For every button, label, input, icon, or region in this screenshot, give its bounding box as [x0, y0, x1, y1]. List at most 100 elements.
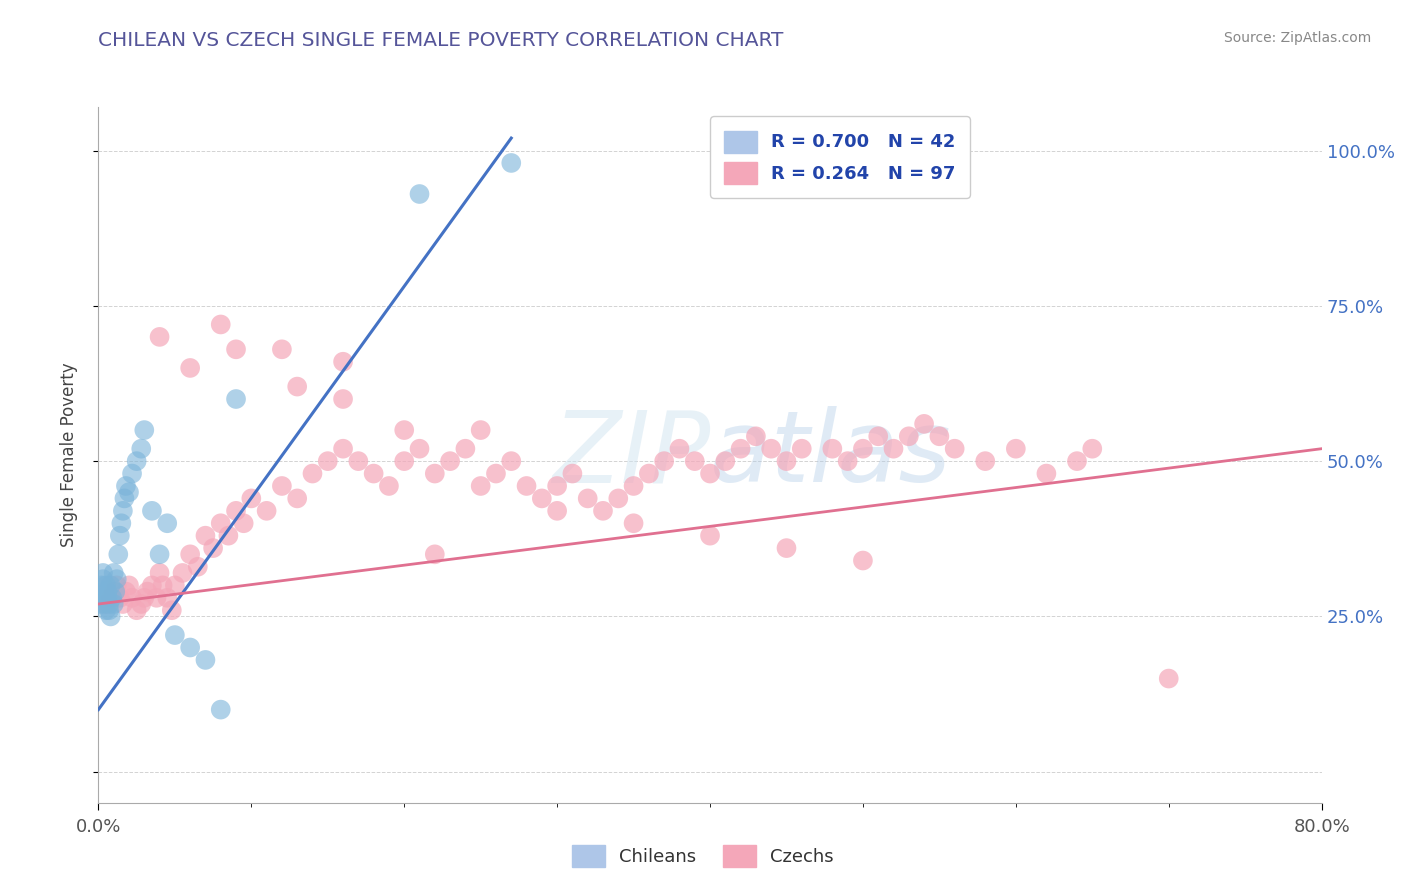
Point: [105, 572, 128, 586]
Point: [104, 584, 127, 599]
Point: [470, 423, 492, 437]
Point: [232, 516, 254, 531]
Point: [256, 504, 278, 518]
Point: [129, 597, 152, 611]
Point: [423, 547, 446, 561]
Point: [759, 442, 782, 456]
Point: [408, 187, 430, 202]
Point: [103, 597, 125, 611]
Point: [152, 578, 174, 592]
Point: [108, 529, 131, 543]
Point: [89, 597, 111, 611]
Point: [363, 467, 385, 481]
Point: [94, 578, 117, 592]
Point: [301, 467, 323, 481]
Point: [100, 578, 122, 592]
Text: CHILEAN VS CZECH SINGLE FEMALE POVERTY CORRELATION CHART: CHILEAN VS CZECH SINGLE FEMALE POVERTY C…: [98, 31, 783, 50]
Point: [1081, 442, 1104, 456]
Point: [852, 442, 875, 456]
Point: [240, 491, 263, 506]
Point: [172, 566, 194, 580]
Point: [149, 330, 172, 344]
Point: [897, 429, 920, 443]
Point: [607, 491, 630, 506]
Point: [107, 547, 129, 561]
Point: [790, 442, 813, 456]
Point: [90, 578, 112, 592]
Point: [98, 597, 121, 611]
Point: [516, 479, 538, 493]
Point: [217, 529, 239, 543]
Point: [270, 479, 292, 493]
Point: [103, 566, 125, 580]
Point: [561, 467, 583, 481]
Point: [110, 516, 132, 531]
Point: [149, 547, 172, 561]
Point: [145, 591, 167, 605]
Point: [93, 591, 115, 605]
Point: [225, 392, 247, 406]
Point: [623, 479, 645, 493]
Point: [121, 467, 143, 481]
Point: [974, 454, 997, 468]
Y-axis label: Single Female Poverty: Single Female Poverty: [59, 363, 77, 547]
Point: [714, 454, 737, 468]
Point: [156, 516, 179, 531]
Point: [194, 653, 217, 667]
Point: [97, 591, 120, 605]
Point: [576, 491, 599, 506]
Point: [852, 553, 875, 567]
Point: [187, 559, 209, 574]
Point: [408, 442, 430, 456]
Point: [683, 454, 706, 468]
Point: [111, 504, 134, 518]
Legend: R = 0.700   N = 42, R = 0.264   N = 97: R = 0.700 N = 42, R = 0.264 N = 97: [710, 116, 970, 198]
Point: [775, 541, 797, 555]
Legend: Chileans, Czechs: Chileans, Czechs: [565, 838, 841, 874]
Point: [100, 609, 122, 624]
Point: [136, 584, 159, 599]
Point: [928, 429, 950, 443]
Point: [209, 318, 232, 332]
Point: [115, 479, 138, 493]
Point: [129, 442, 152, 456]
Point: [179, 640, 201, 655]
Point: [423, 467, 446, 481]
Point: [112, 491, 135, 506]
Point: [530, 491, 553, 506]
Point: [93, 597, 115, 611]
Point: [439, 454, 461, 468]
Point: [837, 454, 859, 468]
Point: [108, 591, 131, 605]
Point: [501, 454, 523, 468]
Text: ZIP: ZIP: [551, 407, 710, 503]
Point: [546, 504, 568, 518]
Point: [332, 392, 354, 406]
Point: [1004, 442, 1026, 456]
Point: [378, 479, 401, 493]
Point: [101, 591, 124, 605]
Text: Source: ZipAtlas.com: Source: ZipAtlas.com: [1223, 31, 1371, 45]
Point: [332, 442, 354, 456]
Point: [1157, 672, 1180, 686]
Point: [111, 597, 134, 611]
Point: [332, 355, 354, 369]
Text: atlas: atlas: [710, 407, 952, 503]
Point: [943, 442, 966, 456]
Point: [225, 504, 247, 518]
Point: [270, 343, 292, 357]
Point: [285, 491, 308, 506]
Point: [91, 566, 114, 580]
Point: [134, 423, 156, 437]
Point: [156, 591, 179, 605]
Point: [141, 578, 163, 592]
Point: [1035, 467, 1057, 481]
Point: [668, 442, 690, 456]
Point: [105, 578, 128, 592]
Point: [98, 603, 121, 617]
Point: [470, 479, 492, 493]
Point: [883, 442, 905, 456]
Point: [91, 572, 114, 586]
Point: [90, 591, 112, 605]
Point: [100, 591, 122, 605]
